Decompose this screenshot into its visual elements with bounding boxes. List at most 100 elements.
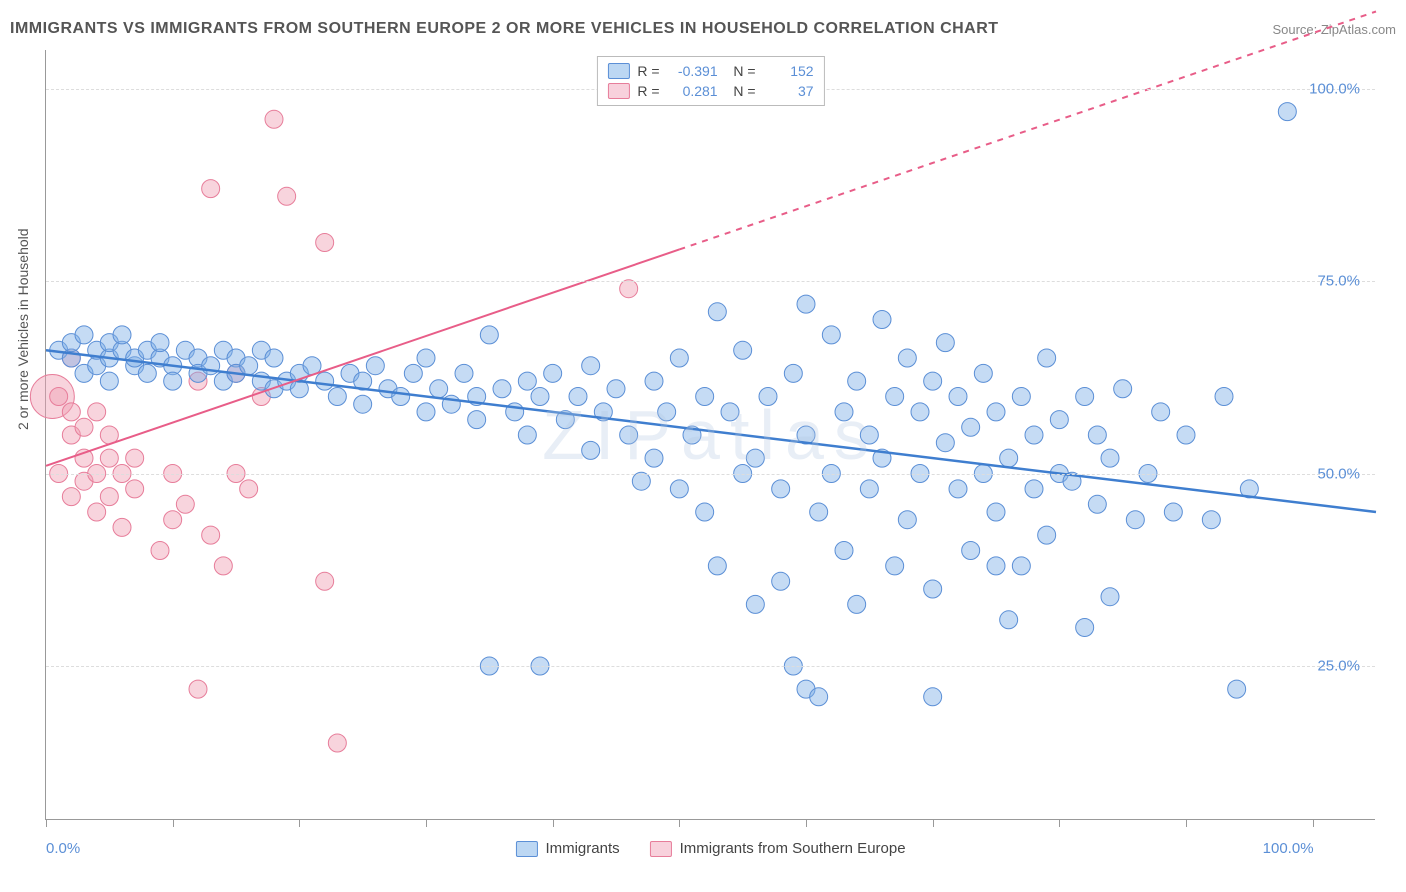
scatter-point <box>949 388 967 406</box>
y-axis-label: 2 or more Vehicles in Household <box>15 228 31 430</box>
scatter-point <box>670 349 688 367</box>
legend-n-label: N = <box>726 63 756 79</box>
scatter-point <box>265 349 283 367</box>
scatter-point <box>1228 680 1246 698</box>
x-tick <box>1059 819 1060 827</box>
scatter-point <box>113 326 131 344</box>
x-tick <box>46 819 47 827</box>
scatter-point <box>1278 103 1296 121</box>
scatter-point <box>759 388 777 406</box>
scatter-point <box>62 488 80 506</box>
scatter-point <box>1101 449 1119 467</box>
legend-swatch <box>607 83 629 99</box>
scatter-point <box>1202 511 1220 529</box>
plot-area: ZIPatlas R = -0.391 N = 152R = 0.281 N =… <box>45 50 1375 820</box>
scatter-point <box>987 557 1005 575</box>
scatter-point <box>100 488 118 506</box>
legend-r-label: R = <box>637 63 659 79</box>
legend-series-label: Immigrants from Southern Europe <box>680 840 906 857</box>
legend-correlation-row: R = -0.391 N = 152 <box>607 61 813 81</box>
scatter-point <box>708 303 726 321</box>
scatter-point <box>493 380 511 398</box>
trend-line-dashed <box>679 12 1376 250</box>
scatter-point <box>202 180 220 198</box>
scatter-point <box>784 364 802 382</box>
scatter-point <box>772 572 790 590</box>
scatter-point <box>772 480 790 498</box>
scatter-point <box>962 542 980 560</box>
scatter-point <box>518 372 536 390</box>
scatter-point <box>138 364 156 382</box>
scatter-point <box>810 688 828 706</box>
scatter-point <box>518 426 536 444</box>
scatter-point <box>265 110 283 128</box>
scatter-point <box>531 388 549 406</box>
x-tick <box>1186 819 1187 827</box>
scatter-point <box>860 480 878 498</box>
x-tick <box>426 819 427 827</box>
scatter-point <box>746 449 764 467</box>
chart-title: IMMIGRANTS VS IMMIGRANTS FROM SOUTHERN E… <box>10 20 999 38</box>
scatter-point <box>126 480 144 498</box>
scatter-point <box>189 680 207 698</box>
scatter-point <box>1088 426 1106 444</box>
scatter-point <box>860 426 878 444</box>
legend-series-label: Immigrants <box>545 840 619 857</box>
scatter-point <box>430 380 448 398</box>
scatter-point <box>645 372 663 390</box>
scatter-point <box>88 403 106 421</box>
legend-swatch <box>515 841 537 857</box>
legend-correlation: R = -0.391 N = 152R = 0.281 N = 37 <box>596 56 824 106</box>
title-bar: IMMIGRANTS VS IMMIGRANTS FROM SOUTHERN E… <box>10 20 1396 38</box>
scatter-point <box>88 503 106 521</box>
scatter-point <box>278 187 296 205</box>
scatter-point <box>1177 426 1195 444</box>
y-tick-label: 50.0% <box>1317 465 1360 482</box>
x-tick <box>679 819 680 827</box>
scatter-point <box>873 311 891 329</box>
scatter-point <box>151 542 169 560</box>
scatter-point <box>240 357 258 375</box>
scatter-point <box>569 388 587 406</box>
scatter-point <box>835 403 853 421</box>
legend-r-label: R = <box>637 83 659 99</box>
scatter-point <box>734 341 752 359</box>
scatter-point <box>949 480 967 498</box>
scatter-point <box>746 595 764 613</box>
scatter-point <box>316 234 334 252</box>
scatter-point <box>924 580 942 598</box>
scatter-point <box>1164 503 1182 521</box>
scatter-point <box>151 334 169 352</box>
scatter-point <box>645 449 663 467</box>
scatter-point <box>936 434 954 452</box>
legend-swatch <box>650 841 672 857</box>
scatter-point <box>987 403 1005 421</box>
scatter-point <box>62 403 80 421</box>
scatter-point <box>848 372 866 390</box>
scatter-point <box>1114 380 1132 398</box>
y-tick-label: 75.0% <box>1317 273 1360 290</box>
scatter-point <box>582 441 600 459</box>
y-tick-label: 25.0% <box>1317 658 1360 675</box>
scatter-point <box>696 388 714 406</box>
scatter-point <box>1000 449 1018 467</box>
scatter-point <box>962 418 980 436</box>
x-tick-label: 100.0% <box>1263 840 1314 857</box>
scatter-point <box>366 357 384 375</box>
scatter-point <box>214 557 232 575</box>
scatter-point <box>1050 411 1068 429</box>
x-tick <box>553 819 554 827</box>
scatter-point <box>987 503 1005 521</box>
scatter-point <box>924 688 942 706</box>
scatter-point <box>670 480 688 498</box>
x-tick <box>173 819 174 827</box>
gridline-h <box>46 474 1375 475</box>
scatter-point <box>468 411 486 429</box>
legend-series: Immigrants Immigrants from Southern Europ… <box>515 840 905 857</box>
scatter-point <box>632 472 650 490</box>
scatter-point <box>797 295 815 313</box>
legend-n-value: 152 <box>764 63 814 79</box>
scatter-point <box>1000 611 1018 629</box>
chart-source: Source: ZipAtlas.com <box>1272 22 1396 37</box>
scatter-point <box>455 364 473 382</box>
